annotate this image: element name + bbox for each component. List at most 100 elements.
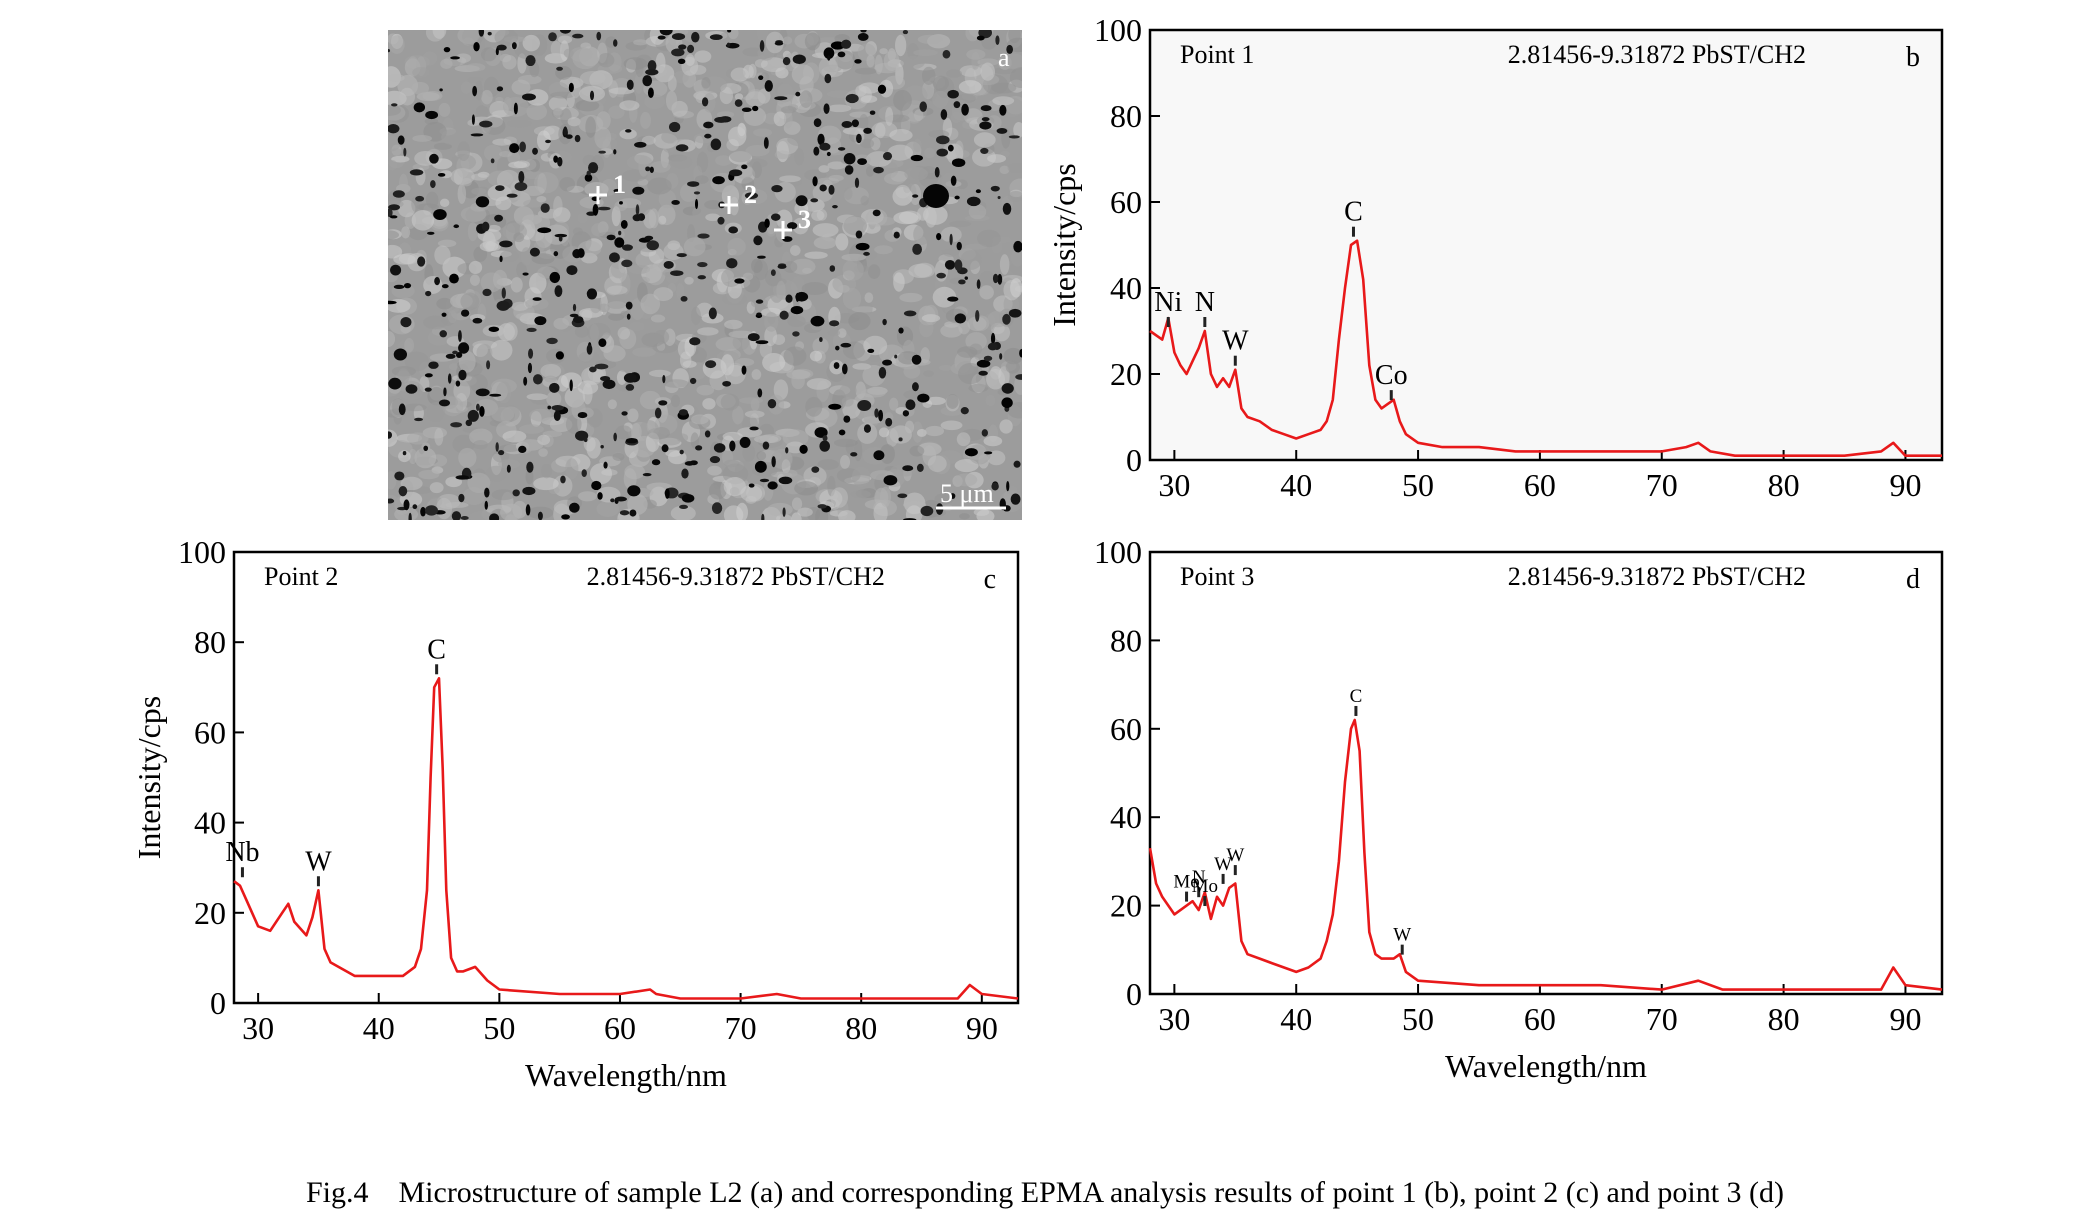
- peak-label-nb: Nb: [225, 837, 260, 878]
- analysis-point-marker: 3: [774, 205, 811, 239]
- y-tick-label: 40: [1110, 270, 1142, 306]
- y-tick-label: 40: [1110, 799, 1142, 835]
- peak-label-mo: Mo: [1173, 872, 1200, 902]
- plot-frame: [1148, 28, 1944, 462]
- peak-label-text: W: [1214, 854, 1232, 875]
- x-tick-label: 60: [1524, 1001, 1556, 1037]
- peak-label-n: N: [1192, 867, 1206, 898]
- x-tick-label: 90: [1889, 1001, 1921, 1037]
- peak-label-text: Ni: [1154, 287, 1182, 318]
- sem-dark-phases: [388, 30, 1022, 520]
- peak-label-text: C: [1344, 197, 1363, 228]
- y-tick-label: 60: [1110, 184, 1142, 220]
- x-tick-label: 90: [1889, 467, 1921, 503]
- y-tick-label: 0: [1126, 442, 1142, 478]
- x-tick-label: 60: [604, 1010, 636, 1046]
- scale-bar-label: 5 μm: [940, 479, 994, 508]
- peak-label-w: W: [1222, 326, 1249, 366]
- y-tick-label: 40: [194, 805, 226, 841]
- peak-label-n: N: [1195, 287, 1215, 327]
- x-tick-label: 90: [966, 1010, 998, 1046]
- panel-letter: b: [1906, 42, 1920, 73]
- x-tick-label: 60: [1524, 467, 1556, 503]
- sem-micrograph: a 1 2 3 5 μm: [388, 30, 1022, 520]
- spectrum-line: [1149, 239, 1942, 457]
- analysis-point-marker: 1: [589, 170, 626, 204]
- y-axis-label: Intensity/cps: [131, 696, 167, 860]
- peak-label-text: Co: [1375, 360, 1408, 391]
- x-axis-label: Wavelength/nm: [525, 1057, 727, 1093]
- analysis-point-label: 2: [744, 180, 757, 209]
- y-tick-label: 60: [194, 714, 226, 750]
- peak-label-c: C: [427, 634, 446, 675]
- peak-label-text: W: [1393, 925, 1411, 946]
- peak-label-text: C: [427, 634, 446, 665]
- peak-label-c: C: [1344, 197, 1363, 237]
- point-label: Point 2: [264, 562, 338, 591]
- spectrum-header: 2.81456-9.31872 PbST/CH2: [587, 562, 885, 591]
- y-tick-label: 20: [194, 895, 226, 931]
- analysis-point-label: 1: [613, 170, 626, 199]
- x-tick-label: 80: [845, 1010, 877, 1046]
- peak-label-text: N: [1195, 287, 1215, 318]
- peak-label-text: N: [1192, 867, 1206, 888]
- figure-caption: Fig.4 Microstructure of sample L2 (a) an…: [305, 1176, 1785, 1209]
- panel-letter-a: a: [998, 43, 1010, 72]
- x-axis-label: Wavelength/nm: [1445, 1048, 1647, 1084]
- peak-label-text: C: [1350, 686, 1363, 707]
- sem-texture: a 1 2 3 5 μm: [388, 30, 1022, 520]
- y-tick-label: 80: [1110, 622, 1142, 658]
- x-tick-label: 70: [1646, 467, 1678, 503]
- peak-label-text: W: [1222, 326, 1249, 357]
- spectrum-header: 2.81456-9.31872 PbST/CH2: [1508, 40, 1806, 69]
- chart-panel-c: 0 20 40 60 80 100 30 40 50 60 70 80 90 Nb W C Point 2 2.8…: [131, 534, 1020, 1093]
- y-tick-label: 100: [1094, 12, 1142, 48]
- plot-frame: [232, 550, 1020, 1005]
- peak-label-text: Mo: [1192, 876, 1218, 897]
- peak-label-co: Co: [1375, 360, 1408, 401]
- analysis-point-marker: 2: [720, 180, 757, 214]
- chart-panel-b: 0 20 40 60 80 100 30 40 50 60 70 80 90 Ni NW C Co Point 1…: [1046, 12, 1944, 503]
- peak-label-w: W: [1226, 845, 1244, 876]
- y-tick-label: 20: [1110, 888, 1142, 924]
- spectrum-header: 2.81456-9.31872 PbST/CH2: [1508, 562, 1806, 591]
- spectrum-line: [1148, 718, 1943, 991]
- peak-label-w: W: [305, 846, 332, 887]
- panel-letter: c: [984, 564, 996, 595]
- peak-label-mo: Mo: [1192, 876, 1218, 907]
- y-tick-label: 60: [1110, 711, 1142, 747]
- x-tick-label: 30: [242, 1010, 274, 1046]
- y-tick-label: 100: [178, 534, 226, 570]
- peak-label-w: W: [1393, 925, 1411, 955]
- y-tick-label: 0: [210, 985, 226, 1021]
- peak-label-ni: Ni: [1154, 287, 1182, 327]
- x-tick-label: 50: [1402, 467, 1434, 503]
- peak-label-text: W: [1226, 845, 1244, 866]
- y-tick-label: 20: [1110, 356, 1142, 392]
- x-tick-label: 30: [1158, 1001, 1190, 1037]
- x-tick-label: 80: [1768, 467, 1800, 503]
- analysis-point-label: 3: [798, 205, 811, 234]
- y-tick-label: 100: [1094, 534, 1142, 570]
- peak-label-text: Mo: [1173, 872, 1199, 893]
- panel-letter: d: [1906, 564, 1920, 595]
- x-tick-label: 40: [363, 1010, 395, 1046]
- y-tick-label: 80: [1110, 98, 1142, 134]
- y-tick-label: 80: [194, 624, 226, 660]
- plot-frame: [1148, 550, 1944, 996]
- y-axis-label: Intensity/cps: [1046, 163, 1082, 327]
- point-label: Point 1: [1180, 40, 1254, 69]
- x-tick-label: 70: [1646, 1001, 1678, 1037]
- peak-label-c: C: [1350, 686, 1363, 716]
- spectrum-line: [233, 677, 1019, 1000]
- x-tick-label: 50: [1402, 1001, 1434, 1037]
- scale-bar: 5 μm: [936, 479, 1006, 510]
- point-label: Point 3: [1180, 562, 1254, 591]
- x-tick-label: 70: [725, 1010, 757, 1046]
- peak-label-text: Nb: [225, 837, 259, 868]
- x-tick-label: 40: [1280, 467, 1312, 503]
- x-tick-label: 30: [1158, 467, 1190, 503]
- x-tick-label: 50: [483, 1010, 515, 1046]
